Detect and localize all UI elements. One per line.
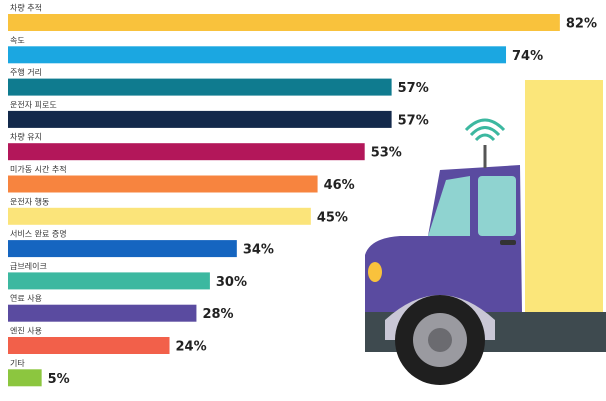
bar	[8, 240, 237, 258]
bar	[8, 175, 318, 193]
bar	[8, 46, 507, 64]
value-label: 28%	[202, 307, 233, 322]
bar	[8, 14, 560, 31]
category-label: 급브레이크	[10, 261, 47, 271]
category-label: 속도	[10, 36, 25, 45]
value-label: 46%	[324, 178, 355, 193]
category-label: 서비스 완료 증명	[10, 229, 67, 239]
category-label: 엔진 사용	[10, 326, 42, 336]
category-label: 연료 사용	[10, 294, 42, 303]
category-label: 차량 유지	[10, 132, 42, 142]
value-label: 34%	[243, 243, 274, 258]
category-label: 미가동 시간 추적	[10, 164, 67, 174]
value-label: 82%	[566, 17, 597, 32]
value-label: 5%	[48, 372, 70, 387]
category-label: 운전자 행동	[10, 196, 49, 206]
value-label: 57%	[398, 113, 429, 128]
bar	[8, 337, 170, 354]
category-label: 차량 추적	[10, 3, 42, 13]
bar	[8, 272, 210, 290]
category-label: 주행 거리	[10, 67, 42, 77]
value-label: 45%	[317, 210, 348, 225]
truck-illustration	[365, 80, 606, 385]
bar	[8, 304, 197, 322]
value-label: 24%	[176, 340, 207, 355]
value-label: 74%	[512, 49, 543, 64]
bar	[8, 207, 311, 225]
bar	[8, 369, 42, 387]
value-label: 30%	[216, 275, 247, 290]
category-label: 기타	[10, 359, 25, 368]
value-label: 53%	[371, 146, 402, 161]
bar	[8, 78, 392, 96]
bar	[8, 110, 392, 128]
category-label: 운전자 피로도	[10, 99, 57, 109]
value-label: 57%	[398, 81, 429, 96]
bar	[8, 143, 365, 161]
